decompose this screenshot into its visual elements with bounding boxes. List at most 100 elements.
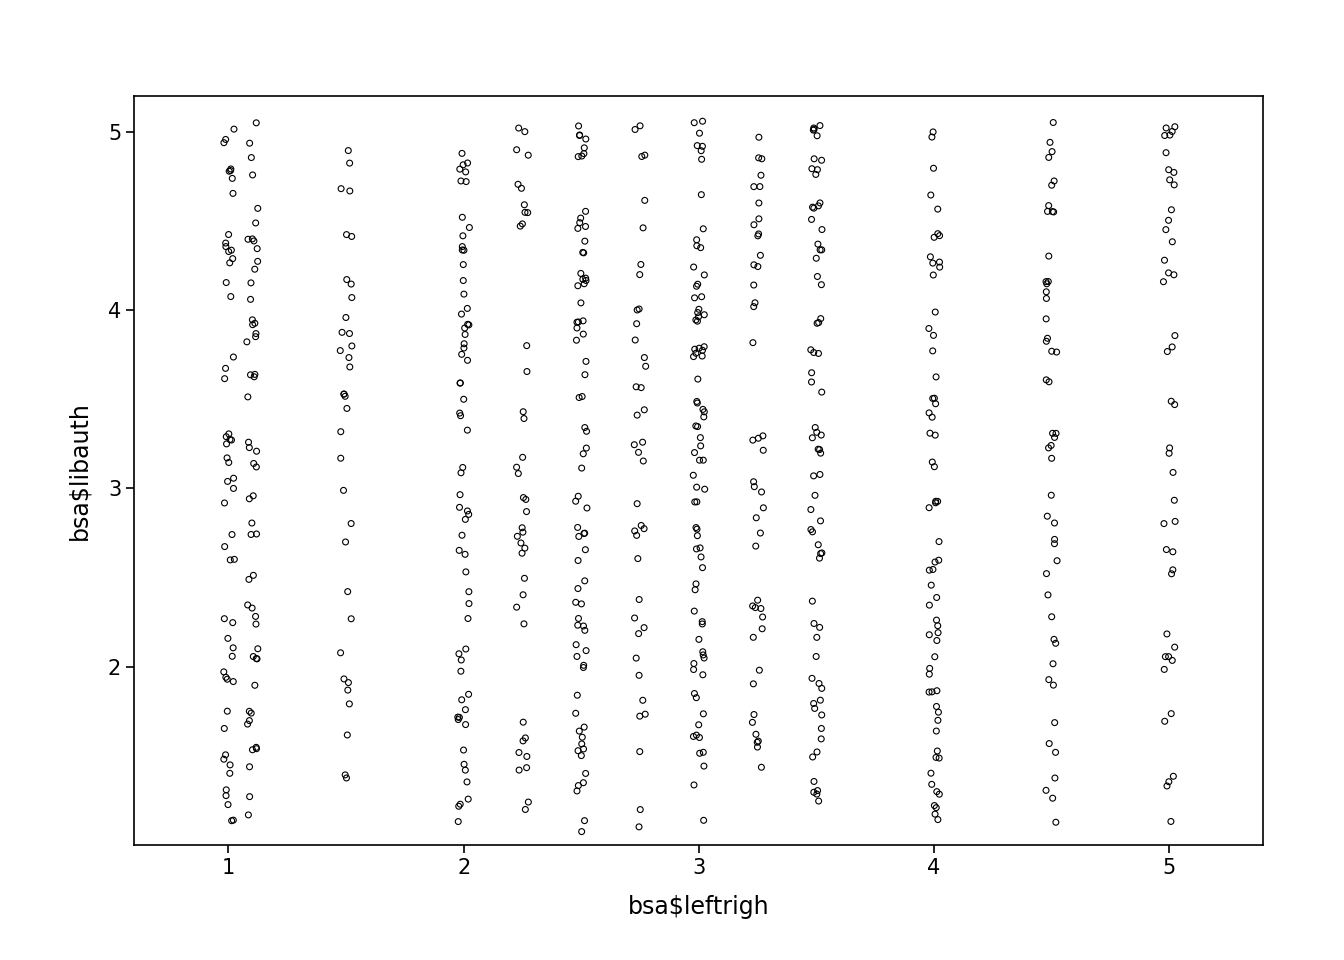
Point — [634, 359, 656, 374]
Point — [239, 759, 261, 775]
Point — [218, 797, 239, 812]
Point — [691, 152, 712, 167]
Point — [214, 495, 235, 511]
Point — [567, 611, 589, 626]
Point — [242, 600, 263, 615]
Point — [692, 452, 714, 468]
Point — [218, 426, 239, 442]
Point — [747, 228, 769, 244]
Point — [567, 489, 589, 504]
Point — [1040, 488, 1062, 503]
Point — [687, 276, 708, 292]
Point — [450, 465, 472, 480]
Point — [218, 631, 239, 646]
Point — [634, 707, 656, 722]
Point — [684, 115, 706, 131]
Point — [505, 599, 527, 614]
Point — [810, 153, 832, 168]
Point — [222, 171, 243, 186]
Point — [922, 255, 943, 271]
Point — [246, 459, 267, 474]
Point — [573, 775, 594, 790]
Point — [629, 667, 650, 683]
Point — [809, 467, 831, 482]
Point — [918, 321, 939, 336]
Point — [517, 204, 539, 220]
Point — [336, 770, 358, 785]
Point — [454, 321, 476, 336]
Point — [452, 228, 473, 244]
Point — [449, 487, 470, 502]
Point — [810, 242, 832, 257]
Point — [692, 401, 714, 417]
Point — [687, 521, 708, 537]
Point — [929, 534, 950, 549]
Point — [239, 789, 261, 804]
Point — [750, 601, 771, 616]
Point — [454, 164, 476, 180]
Point — [684, 494, 706, 510]
Point — [241, 527, 262, 542]
Point — [1044, 536, 1066, 551]
Point — [684, 290, 706, 305]
Point — [749, 211, 770, 227]
Point — [570, 266, 591, 281]
Point — [918, 405, 939, 420]
Point — [1153, 252, 1175, 268]
Point — [685, 238, 707, 253]
Point — [630, 256, 652, 272]
Point — [239, 367, 261, 382]
Point — [922, 124, 943, 139]
Point — [751, 759, 773, 775]
Point — [329, 343, 351, 358]
Point — [574, 420, 595, 435]
Point — [927, 493, 949, 509]
Point — [569, 215, 590, 230]
Point — [570, 296, 591, 311]
Point — [516, 749, 538, 764]
Point — [452, 209, 473, 225]
Point — [749, 179, 770, 194]
Point — [626, 496, 648, 512]
Point — [219, 163, 241, 179]
Point — [749, 662, 770, 678]
Point — [508, 745, 530, 760]
Point — [1161, 234, 1183, 250]
Point — [632, 435, 653, 450]
Point — [1164, 328, 1185, 344]
Point — [216, 450, 238, 466]
Point — [1038, 150, 1059, 165]
Point — [684, 685, 706, 701]
Point — [1036, 276, 1058, 292]
Point — [222, 649, 243, 664]
Point — [246, 651, 267, 666]
Point — [247, 641, 269, 657]
Point — [246, 526, 267, 541]
Point — [220, 289, 242, 304]
Point — [926, 633, 948, 648]
Point — [1159, 441, 1180, 456]
Point — [340, 612, 362, 627]
Point — [570, 210, 591, 226]
Point — [1159, 774, 1180, 789]
Point — [1157, 212, 1179, 228]
Point — [457, 352, 478, 368]
Point — [810, 681, 832, 696]
Point — [573, 146, 594, 161]
Point — [245, 215, 266, 230]
Point — [922, 267, 943, 282]
Point — [922, 454, 943, 469]
Point — [452, 146, 473, 161]
Point — [575, 204, 597, 219]
Point — [1039, 374, 1060, 390]
Point — [1044, 745, 1066, 760]
Point — [683, 348, 704, 364]
Point — [929, 751, 950, 766]
Point — [922, 410, 943, 425]
Point — [567, 743, 589, 758]
Point — [574, 719, 595, 734]
Point — [694, 482, 715, 497]
Point — [216, 436, 238, 451]
Point — [1157, 344, 1179, 359]
Point — [750, 525, 771, 540]
